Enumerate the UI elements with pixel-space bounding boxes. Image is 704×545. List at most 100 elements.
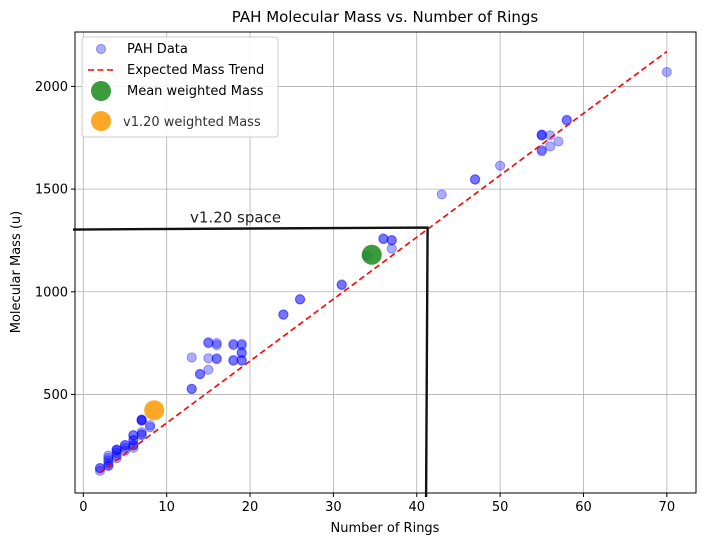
data-point [111,452,122,464]
data-point [136,415,147,426]
y-tick-label: 500 [43,388,68,403]
data-point [211,337,222,349]
data-point [186,352,197,363]
data-point [111,447,122,458]
data-point [228,340,239,351]
data-point [203,364,214,375]
axes: 0 10 20 30 40 50 60 70 500 1000 1500 2000 [35,31,697,515]
data-point [186,383,197,395]
plot-area [94,50,672,476]
data-point [278,309,289,320]
data-point [203,337,214,348]
data-point [236,347,247,358]
data-point [186,383,197,394]
data-point [128,430,139,441]
data-point [103,450,114,461]
x-tick-label: 10 [158,500,175,515]
data-point [136,414,147,425]
x-tick-label: 30 [325,500,342,515]
x-tick-label: 40 [408,500,425,515]
y-tick-label: 2000 [35,80,68,95]
data-point [211,340,222,351]
data-point [228,338,239,350]
data-point [119,442,131,453]
chart-title: PAH Molecular Mass vs. Number of Rings [232,8,539,26]
legend-label-v120: v1.20 weighted Mass [123,115,261,130]
legend-box [81,36,279,138]
data-point [111,445,122,456]
data-point [545,141,556,152]
data-point [128,439,139,451]
data-point [111,444,122,455]
data-point [236,355,247,366]
data-point [378,233,389,244]
data-point [128,434,139,446]
y-axis-label: Molecular Mass (u) [9,211,24,333]
legend-label-mean: Mean weighted Mass [127,84,264,99]
x-tick-label: 50 [492,500,509,515]
data-point [94,465,106,476]
data-point [294,294,306,305]
y-tick-label: 1000 [35,285,68,300]
data-point [386,234,397,246]
data-point [661,66,672,78]
data-point [228,354,239,366]
legend-swatch-mean [91,81,111,101]
axes-frame [74,31,697,494]
data-point [236,340,247,351]
data-point [103,455,114,466]
data-point [119,439,131,451]
x-axis-label: Number of Rings [331,521,440,536]
x-tick-label: 20 [242,500,259,515]
data-point [294,294,306,305]
data-point [103,452,114,464]
data-point [561,114,572,125]
data-point [236,354,247,366]
data-point [211,353,222,364]
data-point [136,429,147,441]
trend-line [99,50,668,474]
legend-swatch-pah [95,43,107,55]
legend-label-pah: PAH Data [127,42,188,57]
data-point [553,136,564,147]
data-point [136,415,147,426]
data-point [144,420,156,431]
data-point [536,144,547,156]
x-tick-label: 70 [659,500,676,515]
v120-weighted-marker [144,400,165,421]
data-point [336,280,347,291]
data-point [194,368,206,379]
data-point [194,369,206,380]
data-point [386,243,397,254]
data-point [136,414,147,425]
data-point [436,189,447,200]
data-point [536,129,547,140]
data-point [336,279,347,290]
data-point [128,429,139,441]
legend: PAH Data Expected Mass Trend Mean weighted… [81,36,279,138]
data-point [119,440,131,451]
mean-weighted-marker [361,244,382,265]
data-point [144,422,156,433]
region-boundary [72,226,429,498]
data-point [470,174,481,185]
data-point [211,354,222,365]
data-point [536,146,547,157]
data-point [111,444,122,455]
x-tick-label: 0 [79,500,87,515]
data-point [495,160,506,171]
data-point [128,440,139,451]
data-point [136,429,147,440]
legend-swatch-v120 [91,111,111,131]
data-point [228,355,239,366]
data-point [386,235,397,246]
data-point [94,462,106,474]
data-point [278,309,289,320]
data-point [536,129,547,140]
data-point [236,348,247,359]
legend-label-trend: Expected Mass Trend [127,63,264,78]
x-tick-label: 60 [575,500,592,515]
data-point [536,130,547,141]
data-point [470,174,481,185]
